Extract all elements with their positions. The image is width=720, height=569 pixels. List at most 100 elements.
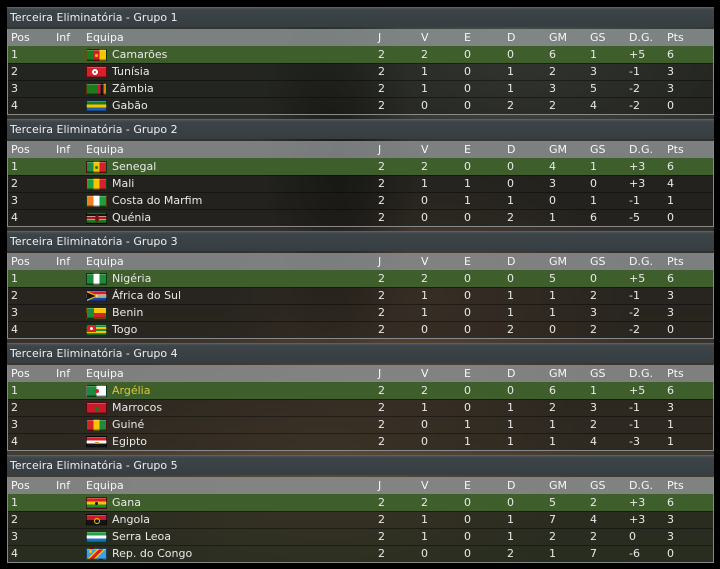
- team-name: Senegal: [112, 159, 157, 173]
- stat-cell: 3: [590, 65, 597, 78]
- stat-cell: 0: [549, 194, 556, 207]
- col-stat-gs: GS: [590, 478, 606, 492]
- col-inf: Inf: [56, 30, 71, 44]
- team-cell: Costa do Marfim: [84, 193, 376, 209]
- team-cell: Camarões: [84, 47, 376, 63]
- col-pos: Pos: [11, 142, 30, 156]
- stat-cell: 2: [378, 323, 385, 336]
- team-name: Nigéria: [112, 271, 152, 285]
- team-cell: Rep. do Congo: [84, 546, 376, 562]
- team-row[interactable]: 1 Nigéria 2 2 0 0 5 0 +5 6: [8, 270, 713, 287]
- stat-cell: 2: [378, 418, 385, 431]
- col-stat-v: V: [421, 30, 429, 44]
- kenya-flag-icon: [86, 212, 107, 224]
- team-row[interactable]: 4 Egipto 2 0 1 1 1 4 -3 1: [8, 433, 713, 450]
- stat-cell: 1: [507, 65, 514, 78]
- stat-cell: 2: [590, 289, 597, 302]
- stat-cell: 4: [590, 99, 597, 112]
- team-row[interactable]: 2 África do Sul 2 1 0 1 1 2 -1 3: [8, 287, 713, 304]
- team-row[interactable]: 4 Togo 2 0 0 2 0 2 -2 0: [8, 321, 713, 338]
- team-row[interactable]: 4 Rep. do Congo 2 0 0 2 1 7 -6 0: [8, 545, 713, 562]
- team-row[interactable]: 4 Quénia 2 0 0 2 1 6 -5 0: [8, 209, 713, 226]
- stat-cell: 3: [549, 82, 556, 95]
- stat-cell: 1: [590, 159, 597, 173]
- team-name: Rep. do Congo: [112, 547, 193, 560]
- standings-table: Pos Inf Equipa J V E D GM GS D.G. Pts 1 …: [7, 477, 714, 563]
- team-name: Guiné: [112, 418, 145, 431]
- col-stat-e: E: [464, 254, 471, 268]
- stat-cell: 0: [667, 211, 674, 224]
- stat-cell: +5: [629, 271, 646, 285]
- stat-cell: 1: [507, 289, 514, 302]
- team-row[interactable]: 3 Serra Leoa 2 1 0 1 2 2 0 3: [8, 528, 713, 545]
- ghana-flag-icon: [86, 496, 107, 509]
- team-row[interactable]: 2 Tunísia 2 1 0 1 2 3 -1 3: [8, 63, 713, 80]
- egypt-flag-icon: [86, 436, 107, 448]
- stat-cell: 1: [507, 82, 514, 95]
- team-row[interactable]: 1 Gana 2 2 0 0 5 2 +3 6: [8, 494, 713, 511]
- col-stat-pts: Pts: [667, 254, 684, 268]
- stat-cell: 4: [590, 513, 597, 526]
- group-title: Terceira Eliminatória - Grupo 1: [10, 11, 178, 24]
- col-stat-d: D: [507, 142, 516, 156]
- pos-cell: 2: [11, 177, 18, 190]
- team-row[interactable]: 2 Marrocos 2 1 0 1 2 3 -1 3: [8, 399, 713, 416]
- stat-cell: 1: [421, 513, 428, 526]
- team-cell: Marrocos: [84, 400, 376, 416]
- col-stat-v: V: [421, 142, 429, 156]
- team-row[interactable]: 3 Costa do Marfim 2 0 1 1 0 1 -1 1: [8, 192, 713, 209]
- team-row[interactable]: 1 Camarões 2 2 0 0 6 1 +5 6: [8, 46, 713, 63]
- stat-cell: 0: [667, 547, 674, 560]
- standings-table: Pos Inf Equipa J V E D GM GS D.G. Pts 1 …: [7, 141, 714, 227]
- stat-cell: 3: [667, 306, 674, 319]
- team-row[interactable]: 1 Senegal 2 2 0 0 4 1 +3 6: [8, 158, 713, 175]
- team-row[interactable]: 3 Zâmbia 2 1 0 1 3 5 -2 3: [8, 80, 713, 97]
- team-row[interactable]: 3 Guiné 2 0 1 1 1 2 -1 1: [8, 416, 713, 433]
- stat-cell: 6: [549, 383, 556, 397]
- senegal-flag-icon: [86, 160, 107, 173]
- col-stat-d: D: [507, 478, 516, 492]
- col-stat-e: E: [464, 30, 471, 44]
- stat-cell: 0: [464, 289, 471, 302]
- team-row[interactable]: 2 Mali 2 1 1 0 3 0 +3 4: [8, 175, 713, 192]
- stat-cell: 0: [507, 159, 514, 173]
- dr-congo-flag-icon: [86, 548, 107, 560]
- col-stat-pts: Pts: [667, 478, 684, 492]
- stat-cell: 2: [421, 159, 428, 173]
- col-inf: Inf: [56, 254, 71, 268]
- stat-cell: 2: [378, 194, 385, 207]
- stat-cell: 6: [590, 211, 597, 224]
- stat-cell: +3: [629, 495, 646, 509]
- team-cell: Egipto: [84, 434, 376, 450]
- stat-cell: 0: [464, 530, 471, 543]
- col-stat-dg: D.G.: [629, 254, 653, 268]
- stat-cell: 3: [590, 306, 597, 319]
- stat-cell: 1: [549, 211, 556, 224]
- stat-cell: 4: [667, 177, 674, 190]
- team-row[interactable]: 1 Argélia 2 2 0 0 6 1 +5 6: [8, 382, 713, 399]
- stat-cell: 1: [507, 435, 514, 448]
- stat-cell: 3: [590, 401, 597, 414]
- stat-cell: 1: [507, 306, 514, 319]
- stat-cell: 1: [464, 418, 471, 431]
- team-row[interactable]: 3 Benin 2 1 0 1 1 3 -2 3: [8, 304, 713, 321]
- pos-cell: 4: [11, 547, 18, 560]
- stat-cell: 0: [421, 547, 428, 560]
- group-block: Terceira Eliminatória - Grupo 5 Pos Inf …: [7, 455, 714, 563]
- stat-cell: 0: [464, 306, 471, 319]
- column-header-row: Pos Inf Equipa J V E D GM GS D.G. Pts: [8, 253, 713, 270]
- team-cell: Togo: [84, 322, 376, 338]
- qualifying-groups-panel: Terceira Eliminatória - Grupo 1 Pos Inf …: [7, 7, 714, 563]
- zambia-flag-icon: [86, 83, 107, 95]
- togo-flag-icon: [86, 324, 107, 336]
- team-row[interactable]: 2 Angola 2 1 0 1 7 4 +3 3: [8, 511, 713, 528]
- stat-cell: 6: [667, 159, 674, 173]
- team-cell: Senegal: [84, 159, 376, 175]
- team-name: Camarões: [112, 47, 168, 61]
- pos-cell: 4: [11, 99, 18, 112]
- group-header: Terceira Eliminatória - Grupo 2: [7, 119, 714, 139]
- stat-cell: 2: [378, 547, 385, 560]
- stat-cell: 2: [378, 289, 385, 302]
- guinea-flag-icon: [86, 419, 107, 431]
- team-row[interactable]: 4 Gabão 2 0 0 2 2 4 -2 0: [8, 97, 713, 114]
